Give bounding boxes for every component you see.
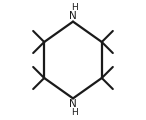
Text: H: H [71, 3, 78, 12]
Text: N: N [69, 11, 77, 21]
Text: N: N [69, 99, 77, 109]
Text: H: H [71, 108, 78, 117]
